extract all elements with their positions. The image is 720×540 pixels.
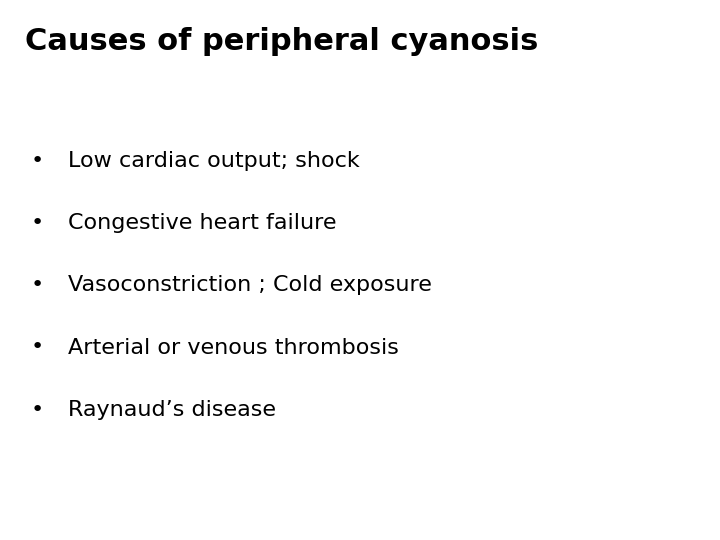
- Text: Vasoconstriction ; Cold exposure: Vasoconstriction ; Cold exposure: [68, 275, 432, 295]
- Text: •: •: [31, 400, 44, 420]
- Text: •: •: [31, 338, 44, 357]
- Text: •: •: [31, 151, 44, 171]
- Text: Congestive heart failure: Congestive heart failure: [68, 213, 337, 233]
- Text: Arterial or venous thrombosis: Arterial or venous thrombosis: [68, 338, 400, 357]
- Text: Raynaud’s disease: Raynaud’s disease: [68, 400, 276, 420]
- Text: •: •: [31, 275, 44, 295]
- Text: Low cardiac output; shock: Low cardiac output; shock: [68, 151, 360, 171]
- Text: •: •: [31, 213, 44, 233]
- Text: Causes of peripheral cyanosis: Causes of peripheral cyanosis: [25, 27, 539, 56]
